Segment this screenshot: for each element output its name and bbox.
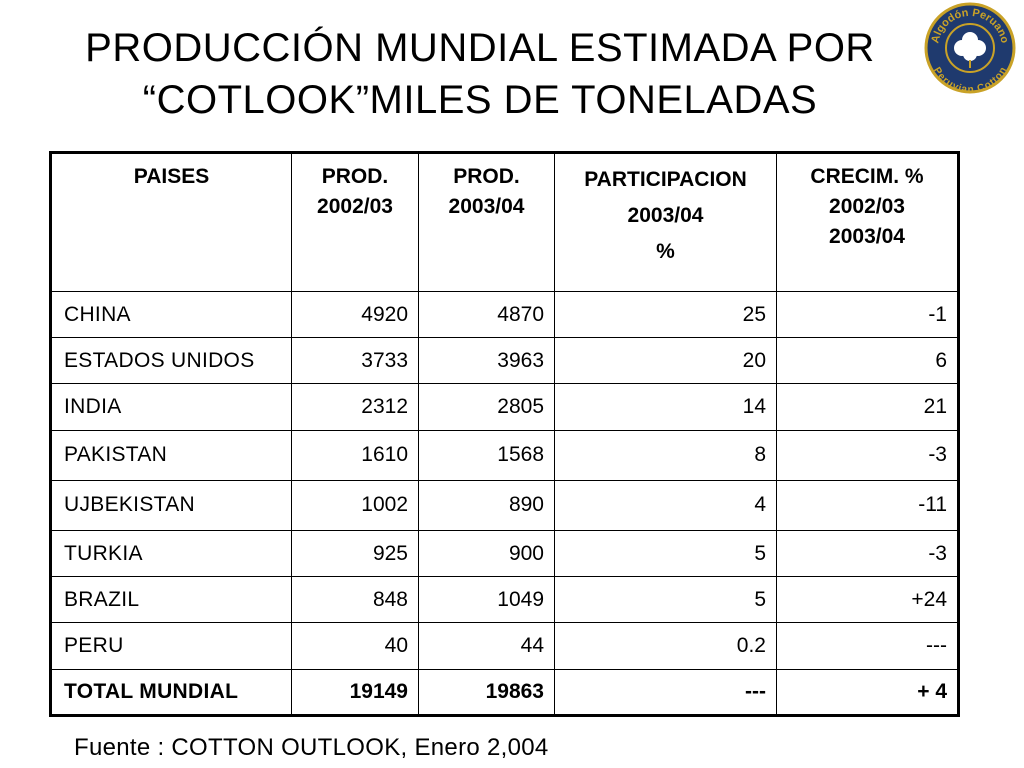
country-cell: PAKISTAN [50, 429, 292, 481]
title-line-1: PRODUCCIÓN MUNDIAL ESTIMADA POR [85, 26, 875, 70]
country-cell: INDIA [50, 383, 292, 431]
value-cell: -1 [776, 290, 959, 339]
table-row: UJBEKISTAN 1002 890 4 -11 [50, 479, 959, 532]
table-row: TURKIA 925 900 5 -3 [50, 530, 959, 578]
value-cell: 3963 [418, 337, 555, 385]
peruvian-cotton-logo: Algodón Peruano Peruvian Cotton [920, 2, 1020, 95]
slide-title: PRODUCCIÓN MUNDIAL ESTIMADA POR “COTLOOK… [40, 22, 920, 126]
value-cell: 14 [554, 383, 777, 431]
value-cell: 1002 [291, 479, 419, 532]
value-cell: -3 [776, 530, 959, 578]
title-line-2: “COTLOOK”MILES DE TONELADAS [142, 78, 818, 122]
table-header-row: PAISES PROD. 2002/03 PROD. 2003/04 PARTI… [50, 152, 959, 292]
country-cell: PERU [50, 622, 292, 670]
value-cell: 0.2 [554, 622, 777, 670]
value-cell: 2805 [418, 383, 555, 431]
country-cell: ESTADOS UNIDOS [50, 337, 292, 385]
value-cell: 900 [418, 530, 555, 578]
value-cell: 5 [554, 530, 777, 578]
header-prod-2003-04: PROD. 2003/04 [418, 152, 555, 292]
production-table-container: PAISES PROD. 2002/03 PROD. 2003/04 PARTI… [49, 151, 960, 717]
value-cell: 40 [291, 622, 419, 670]
header-participacion: PARTICIPACION 2003/04 % [554, 152, 777, 292]
table-body: CHINA 4920 4870 25 -1 ESTADOS UNIDOS 3733 3963 2… [50, 290, 959, 717]
value-cell: 44 [418, 622, 555, 670]
country-cell: BRAZIL [50, 576, 292, 624]
value-cell: 25 [554, 290, 777, 339]
table-row: PERU 40 44 0.2 --- [50, 622, 959, 670]
value-cell: 1610 [291, 429, 419, 481]
header-crecimiento: CRECIM. % 2002/03 2003/04 [776, 152, 959, 292]
value-cell: 3733 [291, 337, 419, 385]
header-prod-2002-03: PROD. 2002/03 [291, 152, 419, 292]
value-cell: 6 [776, 337, 959, 385]
value-cell: 925 [291, 530, 419, 578]
table-row: CHINA 4920 4870 25 -1 [50, 290, 959, 339]
value-cell: 19149 [291, 668, 419, 717]
value-cell: +24 [776, 576, 959, 624]
header-paises: PAISES [50, 152, 292, 292]
value-cell: 21 [776, 383, 959, 431]
value-cell: 1568 [418, 429, 555, 481]
value-cell: 890 [418, 479, 555, 532]
value-cell: 4870 [418, 290, 555, 339]
table-row: BRAZIL 848 1049 5 +24 [50, 576, 959, 624]
country-cell: TURKIA [50, 530, 292, 578]
cotton-boll-icon [954, 32, 986, 68]
value-cell: 4 [554, 479, 777, 532]
country-cell: TOTAL MUNDIAL [50, 668, 292, 717]
value-cell: --- [776, 622, 959, 670]
total-row: TOTAL MUNDIAL 19149 19863 --- + 4 [50, 668, 959, 717]
country-cell: CHINA [50, 290, 292, 339]
value-cell: 2312 [291, 383, 419, 431]
table-row: PAKISTAN 1610 1568 8 -3 [50, 429, 959, 481]
value-cell: 4920 [291, 290, 419, 339]
value-cell: 5 [554, 576, 777, 624]
value-cell: 19863 [418, 668, 555, 717]
value-cell: 20 [554, 337, 777, 385]
table-row: ESTADOS UNIDOS 3733 3963 20 6 [50, 337, 959, 385]
value-cell: -3 [776, 429, 959, 481]
value-cell: 1049 [418, 576, 555, 624]
value-cell: 8 [554, 429, 777, 481]
source-note: Fuente : COTTON OUTLOOK, Enero 2,004 [74, 734, 549, 761]
country-cell: UJBEKISTAN [50, 479, 292, 532]
table-row: INDIA 2312 2805 14 21 [50, 383, 959, 431]
value-cell: --- [554, 668, 777, 717]
production-table: PAISES PROD. 2002/03 PROD. 2003/04 PARTI… [49, 151, 960, 717]
value-cell: + 4 [776, 668, 959, 717]
value-cell: 848 [291, 576, 419, 624]
cotton-seal-icon: Algodón Peruano Peruvian Cotton [924, 2, 1016, 95]
value-cell: -11 [776, 479, 959, 532]
